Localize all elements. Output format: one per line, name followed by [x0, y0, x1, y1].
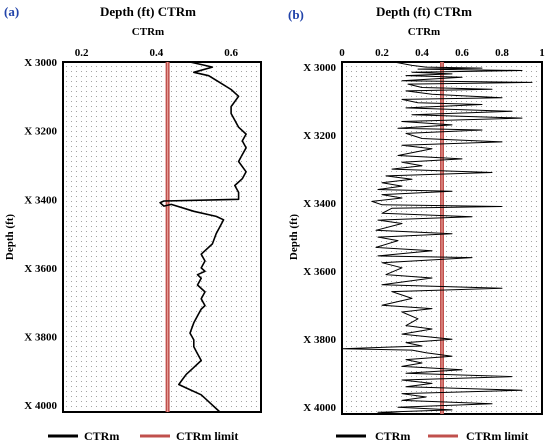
panel-b-x-tick-label: 0 [339, 47, 345, 59]
panel-b-legend-ctrm-label: CTRm [375, 429, 410, 443]
panel-b-x-ticks: 0 0.2 0.4 0.6 0.8 1 [339, 47, 545, 59]
panel-b-x-tick-label: 0.8 [495, 47, 509, 59]
panel-b-y-tick-label: X 3000 [303, 62, 336, 74]
panel-a-y-axis-label: Depth (ft) [4, 214, 16, 260]
panel-a-x-tick-label: 0.2 [75, 47, 89, 59]
panel-b-x-tick-label: 0.4 [415, 47, 429, 59]
panel-a-y-tick-label: X 4000 [24, 400, 57, 412]
panel-b-series [341, 61, 533, 415]
panel-a-letter: (a) [4, 4, 19, 19]
panel-b-y-tick-label: X 3400 [303, 198, 336, 210]
panel-a-y-tick-label: X 3800 [24, 332, 57, 344]
panel-a-plot-area [62, 61, 262, 413]
panel-b-letter: (b) [288, 7, 304, 22]
panel-a-y-tick-label: X 3400 [24, 194, 57, 206]
panel-b-legend: CTRm CTRm limit [336, 429, 528, 443]
panel-b-x-axis-label: CTRm [408, 26, 440, 38]
panel-b-y-tick-label: X 4000 [303, 402, 336, 414]
panel-b-x-tick-label: 1 [539, 47, 545, 59]
panel-a-series [159, 61, 247, 413]
panel-a-x-ticks: 0.2 0.4 0.6 [75, 47, 239, 59]
panel-b-y-axis-label: Depth (ft) [288, 214, 300, 260]
panel-a-x-tick-label: 0.4 [150, 47, 164, 59]
panel-b-legend-limit-label: CTRm limit [466, 429, 528, 443]
panel-a-legend-limit-label: CTRm limit [176, 429, 238, 443]
panel-b-title: Depth (ft) CTRm [376, 4, 472, 19]
panel-a-y-tick-label: X 3200 [24, 126, 57, 138]
panel-a-legend-ctrm-label: CTRm [84, 429, 119, 443]
panel-b: (b) Depth (ft) CTRm CTRm Depth (ft) 0 0.2… [288, 4, 545, 443]
panel-a-ctrm-line [159, 61, 247, 413]
panel-a-y-tick-label: X 3000 [24, 57, 57, 69]
panel-a-x-tick-label: 0.6 [224, 47, 238, 59]
panel-a-y-tick-label: X 3600 [24, 263, 57, 275]
panel-b-ctrm-line [341, 61, 533, 415]
panel-a-legend: CTRm CTRm limit [48, 429, 238, 443]
panel-b-y-ticks: X 3000 X 3200 X 3400 X 3600 X 3800 X 4000 [303, 62, 336, 414]
panel-b-y-tick-label: X 3600 [303, 266, 336, 278]
panel-b-y-tick-label: X 3200 [303, 130, 336, 142]
panel-b-x-tick-label: 0.6 [455, 47, 469, 59]
panel-a-title: Depth (ft) CTRm [100, 4, 196, 19]
panel-a-x-axis-label: CTRm [132, 26, 164, 38]
panel-b-x-tick-label: 0.2 [375, 47, 389, 59]
panel-a-y-ticks: X 3000 X 3200 X 3400 X 3600 X 3800 X 4000 [24, 57, 57, 412]
panel-a: (a) Depth (ft) CTRm CTRm Depth (ft) 0.2 0… [4, 4, 262, 443]
panel-b-y-tick-label: X 3800 [303, 334, 336, 346]
